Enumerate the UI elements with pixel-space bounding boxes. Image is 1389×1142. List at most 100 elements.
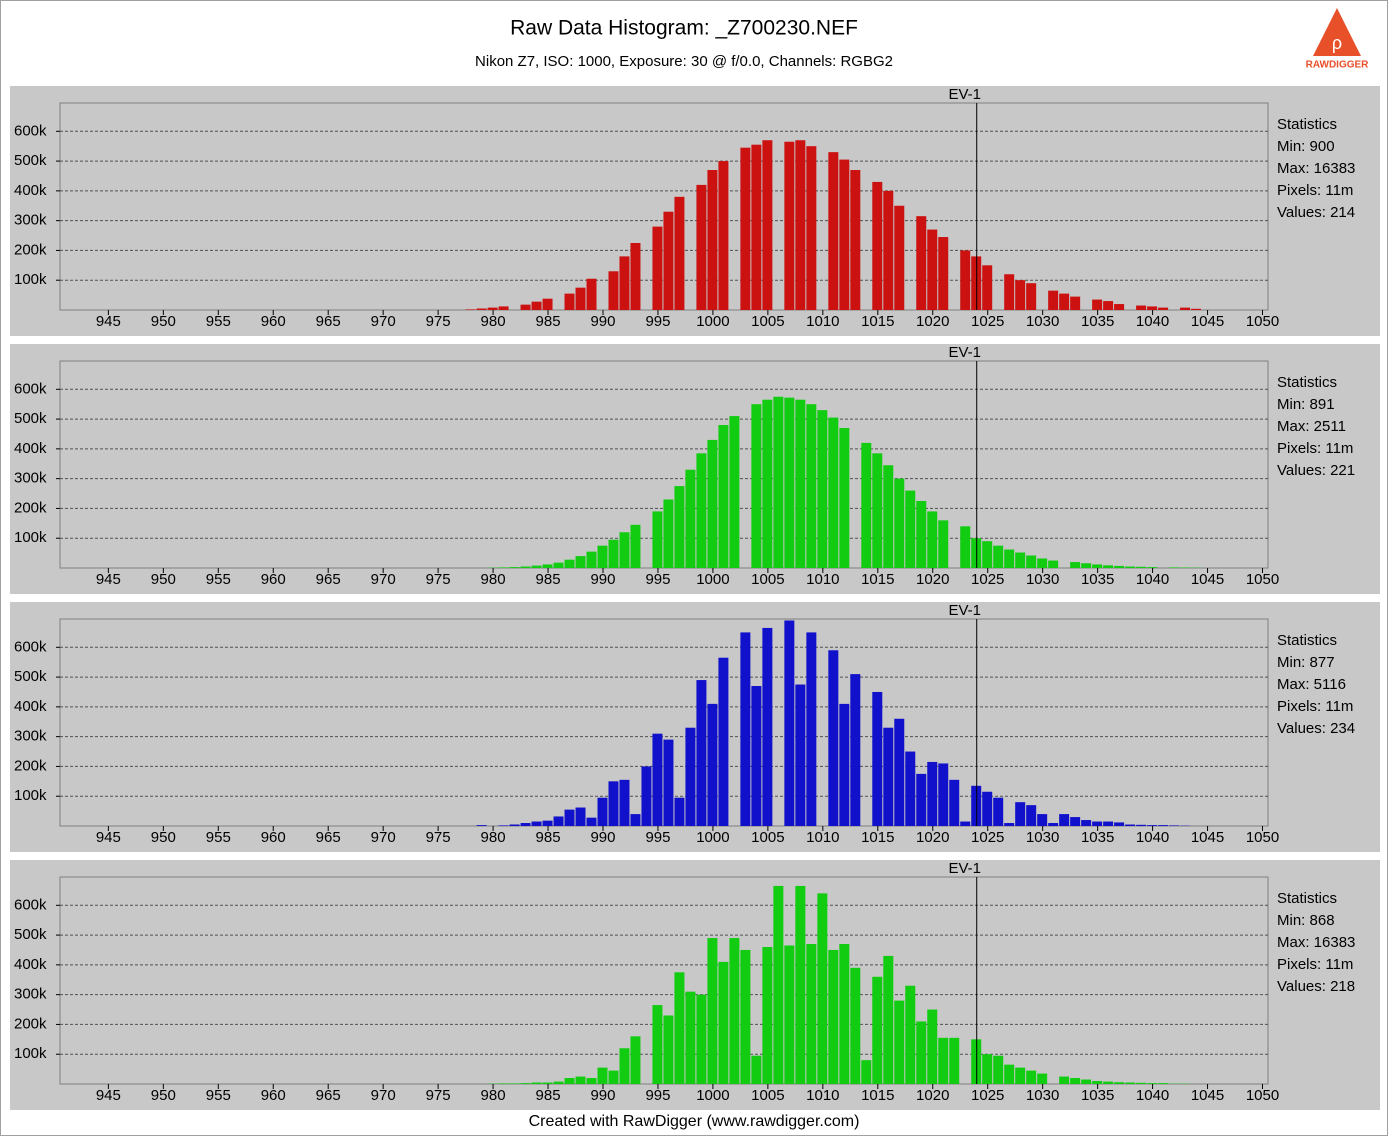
bar <box>587 818 597 826</box>
bar <box>641 766 651 826</box>
bar <box>674 798 684 826</box>
bar <box>674 197 684 310</box>
bar <box>630 243 640 310</box>
subtitle: Nikon Z7, ISO: 1000, Exposure: 30 @ f/0.… <box>475 53 893 70</box>
x-tick-label: 975 <box>426 1087 451 1104</box>
x-tick-label: 1010 <box>806 1087 839 1104</box>
bar <box>587 552 597 568</box>
bar <box>960 250 970 310</box>
bar <box>982 1054 992 1084</box>
bar <box>510 1083 520 1084</box>
x-tick-label: 1050 <box>1246 1087 1279 1104</box>
x-tick-label: 955 <box>206 829 231 846</box>
x-tick-label: 1020 <box>916 1087 949 1104</box>
y-tick-label: 200k <box>14 241 47 258</box>
x-tick-label: 1000 <box>696 1087 729 1104</box>
bar <box>927 230 937 310</box>
stats-line: Pixels: 11m <box>1277 698 1353 715</box>
x-tick-label: 945 <box>96 571 121 588</box>
bar <box>707 704 717 826</box>
bar <box>1158 1083 1168 1084</box>
bar <box>619 532 629 568</box>
bar <box>685 470 695 568</box>
x-tick-label: 1015 <box>861 313 894 330</box>
bar <box>773 397 783 568</box>
x-tick-label: 1005 <box>751 571 784 588</box>
x-tick-label: 960 <box>261 1087 286 1104</box>
bar <box>576 288 586 310</box>
bar <box>993 546 1003 568</box>
bar <box>565 294 575 310</box>
x-tick-label: 1045 <box>1191 829 1224 846</box>
x-tick-label: 990 <box>590 571 615 588</box>
bar <box>1048 823 1058 826</box>
bar <box>663 740 673 826</box>
x-tick-label: 995 <box>645 313 670 330</box>
bar <box>707 938 717 1084</box>
bar <box>806 632 816 826</box>
bar <box>630 1036 640 1084</box>
bar <box>1092 300 1102 310</box>
bar <box>597 546 607 568</box>
bar <box>499 825 509 826</box>
x-tick-label: 1015 <box>861 1087 894 1104</box>
bar <box>982 265 992 310</box>
bar <box>565 560 575 568</box>
x-tick-label: 1000 <box>696 313 729 330</box>
bar <box>696 995 706 1084</box>
x-tick-label: 1035 <box>1081 1087 1114 1104</box>
y-tick-label: 400k <box>14 698 47 715</box>
bar <box>554 816 564 826</box>
x-tick-label: 960 <box>261 313 286 330</box>
bar <box>1136 567 1146 568</box>
bar <box>521 823 531 826</box>
y-tick-label: 300k <box>14 986 47 1003</box>
x-tick-label: 1050 <box>1246 313 1279 330</box>
bar <box>1081 820 1091 826</box>
bar <box>916 501 926 568</box>
bar <box>1037 558 1047 568</box>
bar <box>1125 567 1135 568</box>
bar <box>674 486 684 568</box>
bar <box>883 728 893 826</box>
bar <box>729 938 739 1084</box>
logo-glyph: ρ <box>1332 33 1342 53</box>
bar <box>718 425 728 568</box>
bar <box>576 556 586 568</box>
bar <box>762 140 772 310</box>
bar <box>1147 567 1157 568</box>
ev-label: EV-1 <box>948 860 981 877</box>
bar <box>718 962 728 1084</box>
bar <box>872 182 882 310</box>
bar <box>916 774 926 826</box>
bar <box>1147 825 1157 826</box>
stats-line: Min: 868 <box>1277 912 1335 929</box>
bar <box>1026 555 1036 568</box>
x-tick-label: 1025 <box>971 571 1004 588</box>
bar <box>806 146 816 310</box>
bar <box>1114 822 1124 826</box>
bar <box>1081 563 1091 568</box>
x-tick-label: 995 <box>645 829 670 846</box>
bar <box>532 1083 542 1084</box>
bar <box>1037 814 1047 826</box>
x-tick-label: 1030 <box>1026 829 1059 846</box>
bar <box>1147 1083 1157 1084</box>
x-tick-label: 1010 <box>806 829 839 846</box>
bar <box>718 658 728 826</box>
bar <box>817 893 827 1084</box>
bar <box>916 216 926 310</box>
x-tick-label: 945 <box>96 1087 121 1104</box>
bar <box>1070 1078 1080 1084</box>
x-tick-label: 950 <box>151 313 176 330</box>
bar <box>608 271 618 310</box>
x-tick-label: 1045 <box>1191 313 1224 330</box>
bar <box>521 567 531 568</box>
stats-line: Values: 214 <box>1277 204 1355 221</box>
stats-line: Max: 2511 <box>1277 418 1346 435</box>
y-tick-label: 400k <box>14 440 47 457</box>
bar <box>707 170 717 310</box>
x-tick-label: 1040 <box>1136 1087 1169 1104</box>
